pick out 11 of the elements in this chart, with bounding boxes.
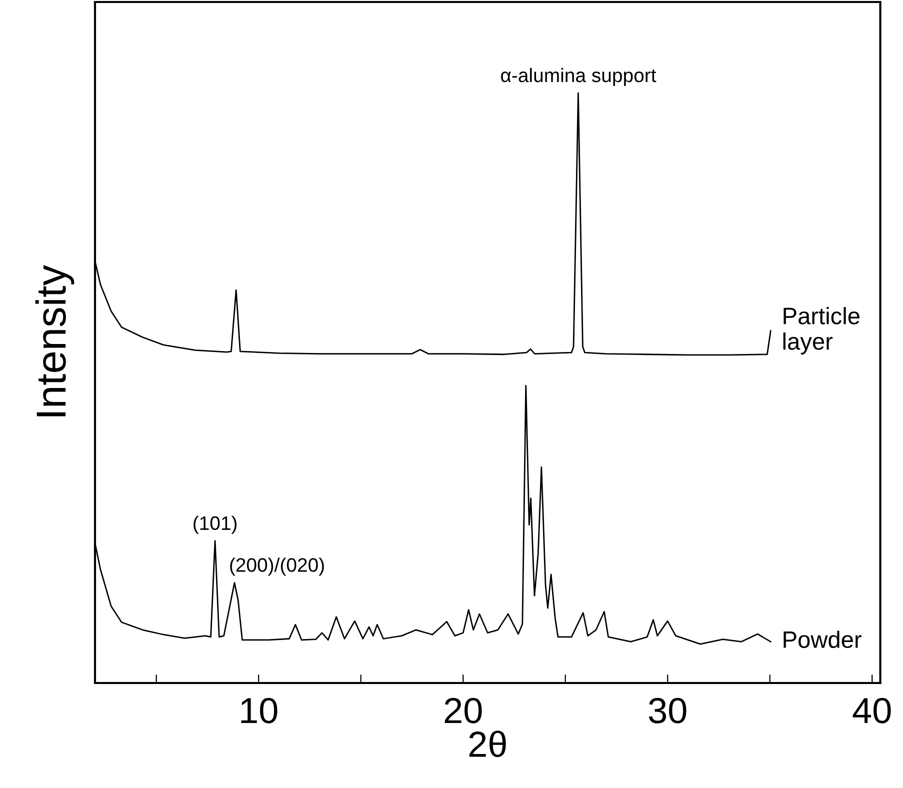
x-axis-title: 2θ bbox=[469, 730, 506, 758]
x-tick-label: 40 bbox=[852, 698, 891, 724]
annotation: α-alumina support bbox=[501, 68, 656, 86]
x-tick-label: 20 bbox=[444, 698, 482, 724]
x-tick-label: 10 bbox=[241, 698, 278, 724]
series-label: Powder bbox=[784, 630, 862, 648]
annotation: (200)/(020) bbox=[230, 558, 324, 576]
y-axis-title: Intensity bbox=[35, 264, 74, 416]
series-label: Particle layer bbox=[783, 307, 860, 354]
annotation: (101) bbox=[194, 516, 237, 534]
x-tick-label: 30 bbox=[648, 698, 686, 724]
